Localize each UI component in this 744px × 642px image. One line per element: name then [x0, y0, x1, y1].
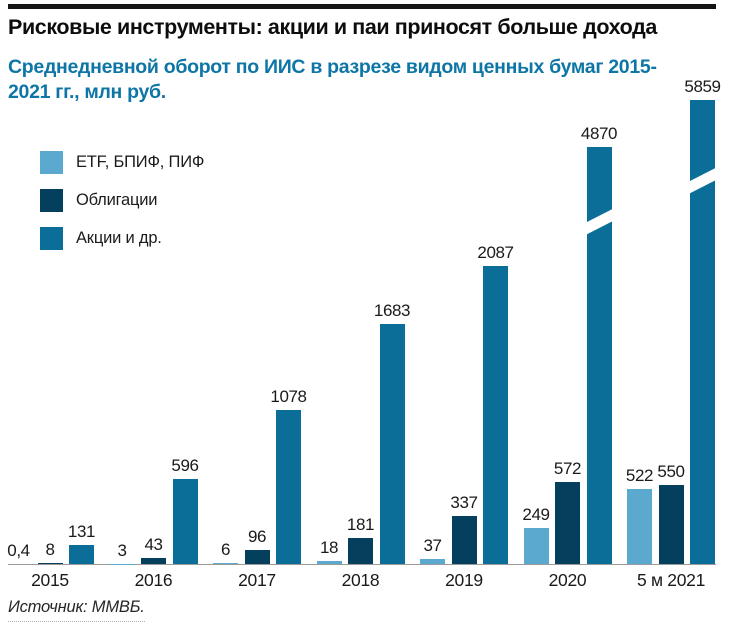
- bar-value-label: 18: [319, 538, 339, 558]
- bar-value-label: 337: [450, 492, 478, 512]
- x-axis-tick-label: 2015: [31, 570, 69, 590]
- bar-2019-1: [451, 515, 477, 564]
- bar-5 м 2021-2: [690, 100, 715, 564]
- legend-item-0: ETF, БПИФ, ПИФ: [40, 151, 204, 174]
- legend-label: Акции и др.: [76, 229, 162, 247]
- legend-item-1: Облигации: [40, 189, 204, 212]
- chart-subtitle: Среднедневной оборот по ИИС в разрезе ви…: [8, 55, 708, 105]
- bar-value-label: 596: [171, 455, 199, 475]
- bar-2016-2: [172, 478, 198, 564]
- x-axis-tick-label: 2016: [134, 570, 173, 590]
- bar-value-label: 2087: [477, 242, 514, 262]
- source-note: Источник: ММВБ.: [8, 598, 145, 622]
- page-title: Рисковые инструменты: акции и паи принос…: [8, 15, 657, 39]
- x-axis-tick-label: 5 м 2021: [636, 570, 706, 590]
- legend-label: Облигации: [76, 191, 158, 209]
- bar-2015-1: [37, 562, 63, 564]
- bar-2017-1: [244, 550, 270, 564]
- bar-2017-2: [276, 410, 301, 564]
- bar-value-label: 96: [247, 527, 267, 547]
- legend-swatch: [40, 189, 63, 212]
- bar-value-label: 1078: [270, 387, 307, 407]
- bar-2017-0: [213, 563, 238, 564]
- x-axis-tick-label: 2020: [548, 570, 587, 590]
- bar-value-label: 249: [522, 505, 550, 525]
- bar-value-label: 43: [144, 534, 163, 554]
- legend-swatch: [40, 227, 63, 250]
- bar-value-label: 181: [346, 515, 375, 535]
- bar-2018-0: [316, 561, 342, 564]
- axis-break: [586, 206, 612, 237]
- x-axis-tick-label: 2018: [341, 570, 380, 590]
- bar-value-label: 572: [553, 459, 582, 479]
- bar-value-label: 5859: [684, 77, 721, 96]
- chart-subtitle-line-1: Среднедневной оборот по ИИС в разрезе ви…: [8, 56, 657, 78]
- bar-value-label: 3: [117, 540, 127, 560]
- bar-2019-0: [420, 558, 445, 564]
- x-axis-tick-label: 2019: [445, 570, 483, 590]
- bar-value-label: 131: [67, 522, 96, 542]
- bar-2020-0: [523, 528, 549, 564]
- bar-value-label: 4870: [580, 124, 618, 143]
- x-axis-tick-label: 2017: [238, 570, 276, 590]
- legend-swatch: [40, 151, 63, 174]
- axis-break: [690, 165, 715, 196]
- bar-2020-2: [586, 147, 612, 564]
- top-rule: [8, 4, 716, 9]
- bar-2016-1: [141, 557, 166, 564]
- legend-label: ETF, БПИФ, ПИФ: [76, 153, 205, 171]
- bar-5 м 2021-1: [658, 485, 684, 564]
- bar-value-label: 6: [220, 540, 231, 560]
- bar-value-label: 8: [45, 539, 55, 559]
- x-axis-line: [8, 564, 716, 565]
- bar-5 м 2021-0: [627, 489, 652, 564]
- legend-item-2: Акции и др.: [40, 227, 204, 250]
- legend: ETF, БПИФ, ПИФ Облигации Акции и др.: [40, 151, 204, 265]
- bar-value-label: 37: [423, 535, 442, 555]
- bar-value-label: 522: [625, 466, 654, 486]
- bar-2018-2: [379, 323, 405, 564]
- bar-value-label: 1683: [373, 300, 411, 320]
- chart-subtitle-line-2: 2021 гг., млн руб.: [8, 81, 166, 103]
- bar-value-label: 550: [657, 462, 685, 482]
- bar-2015-2: [69, 545, 94, 564]
- bar-2020-1: [555, 482, 580, 564]
- bar-2019-2: [483, 265, 508, 564]
- bar-2018-1: [348, 538, 373, 564]
- bar-value-label: 0,4: [7, 540, 30, 560]
